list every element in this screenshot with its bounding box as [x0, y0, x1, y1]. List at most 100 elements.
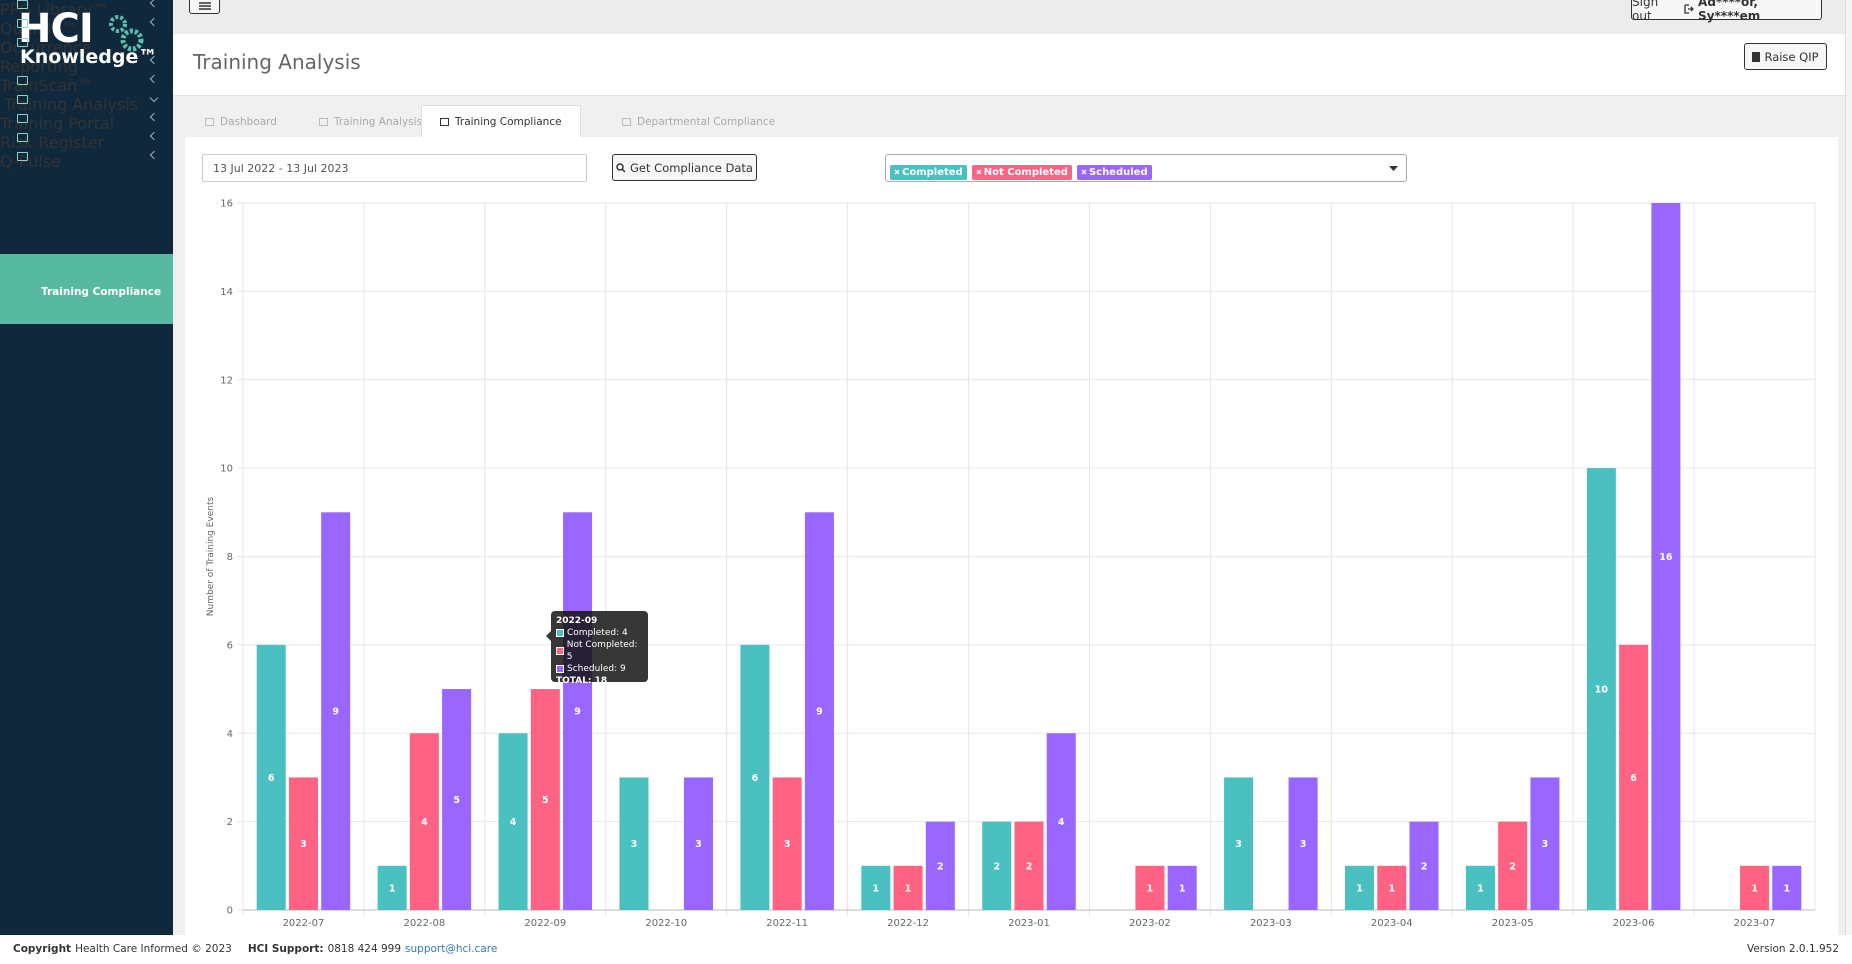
bar	[1465, 865, 1495, 910]
filter-tag: Completed	[890, 165, 967, 180]
filter-tag: Scheduled	[1076, 165, 1152, 180]
series-select[interactable]: Completed Not Completed Scheduled	[885, 154, 1407, 182]
menu-label: Q-Pulse	[0, 152, 61, 171]
x-tick-label: 2022-11	[766, 918, 808, 929]
tooltip-line: Not Completed: 5	[566, 640, 638, 662]
bar	[861, 865, 891, 910]
bar	[1586, 468, 1616, 910]
active-menu-block	[0, 254, 173, 324]
raise-qip-label: Raise QIP	[1764, 49, 1819, 64]
dropdown-arrow	[1389, 166, 1398, 171]
menu-chevron	[149, 150, 159, 160]
data-label: 1	[1751, 883, 1758, 894]
menu-label: Occurrence Reporting	[0, 38, 92, 76]
data-label: 1	[389, 883, 396, 894]
x-tick-label: 2022-09	[524, 918, 566, 929]
menu-item[interactable]: PPG Library™	[0, 0, 173, 19]
logo-main: HCI	[18, 6, 94, 52]
bar	[1167, 865, 1197, 910]
bar	[893, 865, 923, 910]
x-tick-label: 2022-10	[645, 918, 687, 929]
sign-out-button[interactable]: Sign out Ad****or, Sy****em	[1631, 0, 1822, 23]
data-label: 3	[631, 839, 638, 850]
data-label: 6	[752, 773, 759, 784]
tag-remove[interactable]	[1081, 169, 1087, 175]
data-label: 9	[332, 707, 339, 718]
tooltip-swatch	[556, 665, 564, 673]
data-label: 2	[1421, 861, 1428, 872]
y-tick-label: 8	[227, 552, 233, 563]
y-axis-label: Number of Training Events	[206, 496, 216, 616]
tooltip-row: Completed: 4	[556, 627, 643, 639]
menu-icon	[17, 38, 28, 47]
bar	[409, 733, 439, 910]
logo-gears	[109, 15, 144, 52]
x-tick-label: 2023-05	[1492, 918, 1534, 929]
y-tick-label: 6	[227, 640, 233, 651]
submenu-item[interactable]: Training Compliance	[41, 286, 162, 298]
tooltip-arrow	[546, 631, 551, 641]
menu-item[interactable]: Q-Pulse	[0, 150, 173, 171]
bar	[288, 777, 318, 910]
x-tick-label: 2023-01	[1008, 918, 1050, 929]
get-data-button[interactable]: Get Compliance Data	[612, 154, 757, 181]
tab-label: Training Analysis	[334, 115, 423, 128]
page-title: Training Analysis	[193, 50, 361, 74]
bar	[1740, 865, 1770, 910]
data-label: 2	[993, 861, 1000, 872]
tag-remove[interactable]	[976, 169, 982, 175]
support-email[interactable]: support@hci.care	[405, 943, 498, 955]
date-range-input[interactable]: 13 Jul 2022 - 13 Jul 2023	[202, 154, 587, 182]
bar	[377, 865, 407, 910]
data-label: 4	[510, 817, 517, 828]
tab[interactable]: Training Compliance	[421, 105, 581, 138]
bar	[1288, 777, 1318, 910]
bar	[683, 777, 713, 910]
data-label: 5	[453, 795, 460, 806]
menu-label: TrainScan™	[0, 76, 94, 95]
menu-chevron	[149, 17, 159, 27]
tab-icon	[205, 117, 214, 126]
bar	[1224, 777, 1254, 910]
menu-item[interactable]: Training Portal	[0, 112, 173, 133]
tooltip-swatch	[556, 647, 564, 655]
menu-toggle[interactable]	[189, 0, 220, 14]
menu-icon	[17, 114, 28, 123]
data-label: 1	[873, 883, 880, 894]
menu-icon	[17, 152, 28, 161]
tab[interactable]: Training Analysis	[319, 105, 422, 138]
bar	[256, 644, 286, 910]
bar	[925, 821, 955, 910]
menu-chevron	[149, 74, 159, 84]
data-label: 1	[1356, 883, 1363, 894]
tag-remove[interactable]	[894, 169, 900, 175]
y-tick-label: 2	[227, 817, 233, 828]
menu-item[interactable]: Training Analysis	[0, 93, 173, 114]
y-tick-label: 14	[220, 287, 233, 298]
menu-item[interactable]: Occurrence Reporting	[0, 38, 173, 76]
raise-qip-button[interactable]: Raise QIP	[1744, 43, 1827, 70]
tab[interactable]: Departmental Compliance	[622, 105, 775, 138]
menu-label: Training Portal	[0, 114, 115, 133]
bar	[1345, 865, 1375, 910]
menu-item[interactable]: Risk Register	[0, 131, 173, 152]
tab[interactable]: Dashboard	[205, 105, 277, 138]
bar	[1498, 821, 1528, 910]
x-tick-label: 2023-02	[1129, 918, 1171, 929]
tooltip-line: Scheduled: 9	[567, 664, 626, 674]
logo-sub: Knowledge™	[20, 46, 158, 68]
menu-item[interactable]: QualSIP™	[0, 17, 173, 38]
data-label: 5	[542, 795, 549, 806]
bar	[740, 644, 770, 910]
tab-icon	[622, 117, 631, 126]
bar	[1772, 865, 1802, 910]
menu-icon	[17, 19, 28, 28]
tooltip: 2022-09 Completed: 4 Not Completed: 5 Sche…	[546, 611, 648, 686]
menu-label: QualSIP™	[0, 19, 78, 38]
tab-icon	[440, 118, 449, 126]
data-label: 1	[1147, 883, 1154, 894]
bar	[772, 777, 802, 910]
y-tick-label: 0	[227, 906, 233, 917]
menu-item[interactable]: TrainScan™	[0, 74, 173, 95]
topbar	[173, 0, 1852, 34]
